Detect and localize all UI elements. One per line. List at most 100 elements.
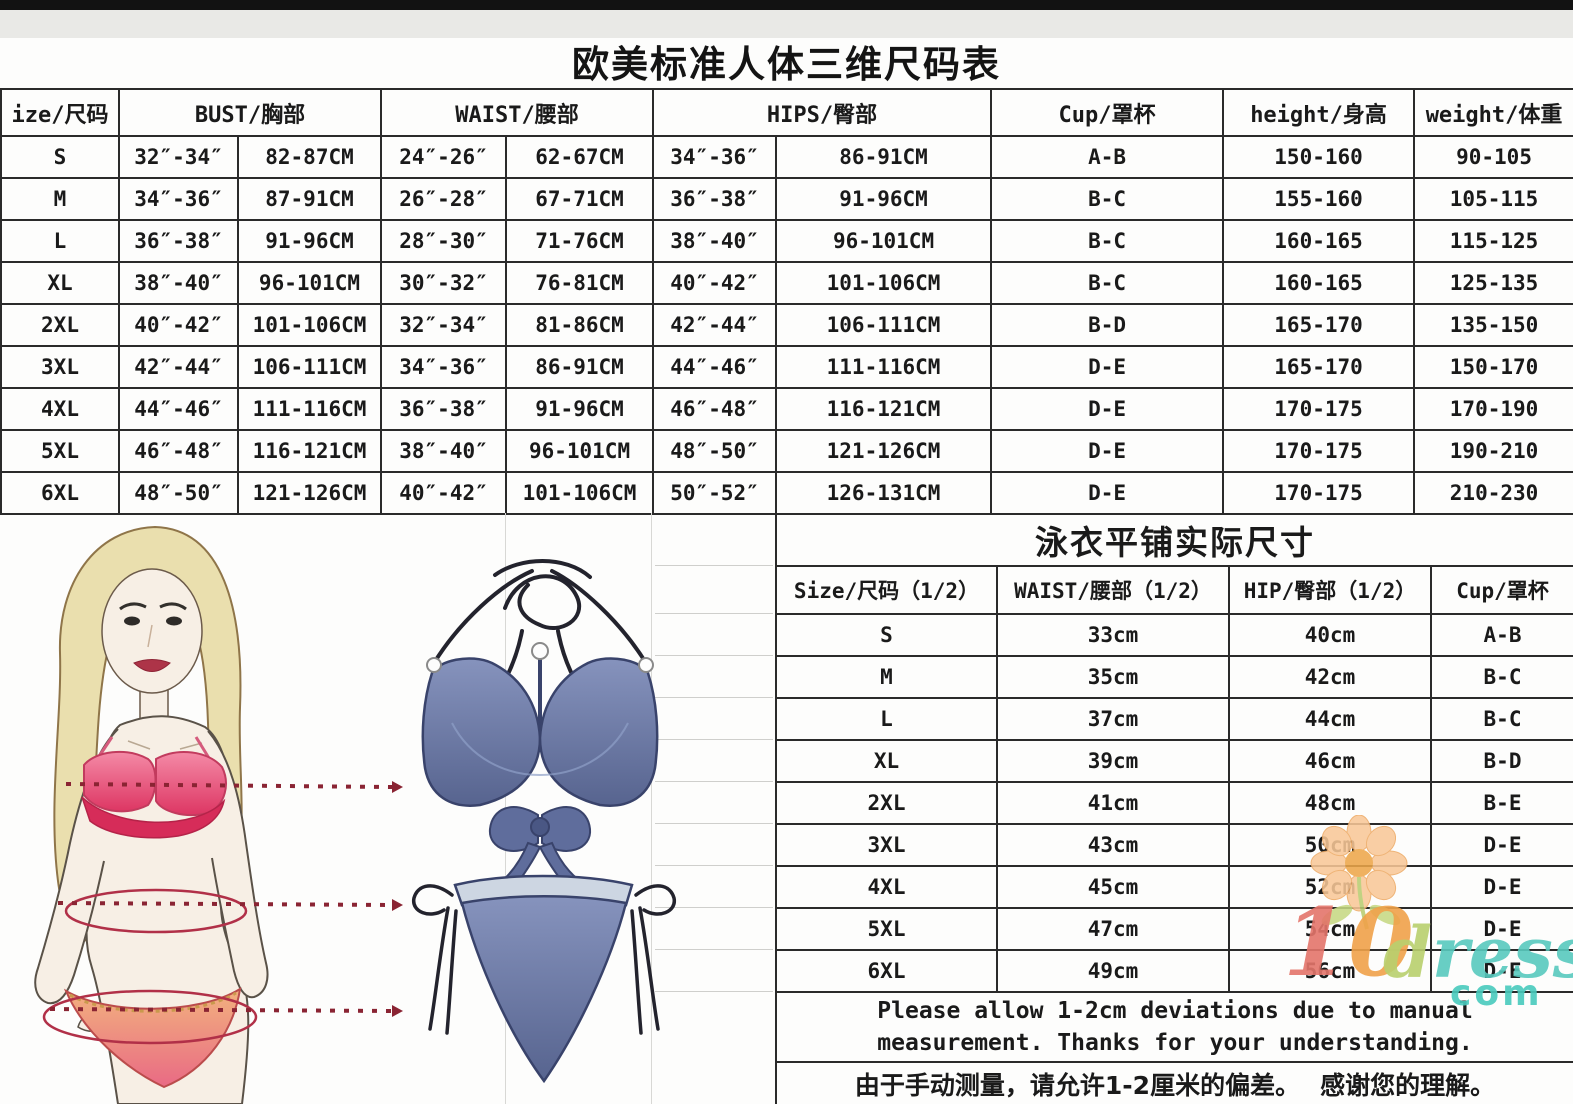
cell-size-label: 4XL <box>0 387 120 431</box>
gridline <box>655 655 773 656</box>
cell-hips-cm: 106-111CM <box>775 303 993 347</box>
flat-size-row: 3XL 43cm 50cm D-E <box>775 823 1573 867</box>
cell-cup: D-E <box>990 429 1225 473</box>
header-weight: weight/体重 <box>1413 88 1573 137</box>
size-row: M 34″-36″ 87-91CM 26″-28″ 67-71CM 36″-38… <box>0 177 1573 221</box>
cell-bust-cm: 82-87CM <box>236 135 383 179</box>
cell-waist-cm: 76-81CM <box>505 261 655 305</box>
cell-hip-half: 52cm <box>1228 865 1432 909</box>
cell-cup: B-C <box>990 219 1225 263</box>
cell-cup: D-E <box>1430 949 1573 993</box>
body-size-table: ize/尺码 BUST/胸部 WAIST/腰部 HIPS/臀部 Cup/罩杯 h… <box>0 88 1573 515</box>
page-title: 欧美标准人体三维尺码表 <box>572 43 1001 86</box>
cell-hips-cm: 101-106CM <box>775 261 993 305</box>
table-header-row: ize/尺码 BUST/胸部 WAIST/腰部 HIPS/臀部 Cup/罩杯 h… <box>0 88 1573 137</box>
cell-bust-inches: 42″-44″ <box>118 345 239 389</box>
size-row: XL 38″-40″ 96-101CM 30″-32″ 76-81CM 40″-… <box>0 261 1573 305</box>
pink-bikini-top <box>81 736 227 839</box>
cell-bust-inches: 48″-50″ <box>118 471 239 515</box>
note-row-zh: 由于手动测量，请允许1-2厘米的偏差。 感谢您的理解。 <box>775 1061 1573 1104</box>
note-en-line1: Please allow 1-2cm deviations due to man… <box>877 998 1473 1024</box>
size-row: L 36″-38″ 91-96CM 28″-30″ 71-76CM 38″-40… <box>0 219 1573 263</box>
cell-hips-inches: 34″-36″ <box>652 135 778 179</box>
flat-header-waist: WAIST/腰部（1/2） <box>996 565 1230 615</box>
cell-bust-cm: 121-126CM <box>236 471 383 515</box>
cell-size-label: XL <box>775 739 998 783</box>
hip-measure-line <box>42 989 403 1045</box>
flat-size-row: L 37cm 44cm B-C <box>775 697 1573 741</box>
cell-height: 170-175 <box>1222 429 1416 473</box>
flat-size-row: S 33cm 40cm A-B <box>775 613 1573 657</box>
cell-hips-cm: 86-91CM <box>775 135 993 179</box>
note-zh-part2: 感谢您的理解。 <box>1316 1066 1499 1104</box>
flat-header-cup: Cup/罩杯 <box>1430 565 1573 615</box>
cell-waist-cm: 71-76CM <box>505 219 655 263</box>
top-gray-strip <box>0 10 1573 38</box>
cell-size-label: L <box>775 697 998 741</box>
cell-size-label: 2XL <box>0 303 120 347</box>
cell-cup: D-E <box>1430 907 1573 951</box>
gridline <box>655 949 773 950</box>
cell-size-label: 5XL <box>0 429 120 473</box>
cell-waist-cm: 86-91CM <box>505 345 655 389</box>
cell-hips-inches: 40″-42″ <box>652 261 778 305</box>
cell-waist-inches: 40″-42″ <box>380 471 508 515</box>
cell-height: 170-175 <box>1222 387 1416 431</box>
cell-hips-inches: 46″-48″ <box>652 387 778 431</box>
cell-weight: 135-150 <box>1413 303 1573 347</box>
cell-hips-inches: 42″-44″ <box>652 303 778 347</box>
flat-table-header-row: Size/尺码（1/2） WAIST/腰部（1/2） HIP/臀部（1/2） C… <box>775 565 1573 615</box>
cell-bust-inches: 46″-48″ <box>118 429 239 473</box>
flat-size-row: 6XL 49cm 56cm D-E <box>775 949 1573 993</box>
note-row-en: Please allow 1-2cm deviations due to man… <box>775 991 1573 1063</box>
cell-size-label: S <box>0 135 120 179</box>
cell-bust-cm: 106-111CM <box>236 345 383 389</box>
cell-waist-cm: 81-86CM <box>505 303 655 347</box>
deviation-note-zh: 由于手动测量，请允许1-2厘米的偏差。 感谢您的理解。 <box>775 1061 1573 1104</box>
cell-waist-half: 37cm <box>996 697 1230 741</box>
gridline <box>655 865 773 866</box>
cell-cup: B-D <box>1430 739 1573 783</box>
note-zh-part1: 由于手动测量，请允许1-2厘米的偏差。 <box>851 1066 1304 1104</box>
cell-waist-half: 47cm <box>996 907 1230 951</box>
cell-size-label: 3XL <box>0 345 120 389</box>
cell-size-label: M <box>0 177 120 221</box>
size-table-body: S 32″-34″ 82-87CM 24″-26″ 62-67CM 34″-36… <box>0 135 1573 515</box>
header-height: height/身高 <box>1222 88 1416 137</box>
header-hips: HIPS/臀部 <box>652 88 993 137</box>
cell-waist-cm: 101-106CM <box>505 471 655 515</box>
cell-bust-inches: 38″-40″ <box>118 261 239 305</box>
cell-size-label: M <box>775 655 998 699</box>
cell-weight: 190-210 <box>1413 429 1573 473</box>
cell-cup: A-B <box>1430 613 1573 657</box>
cell-bust-cm: 87-91CM <box>236 177 383 221</box>
cell-cup: B-C <box>1430 655 1573 699</box>
flat-size-row: 5XL 47cm 54cm D-E <box>775 907 1573 951</box>
cell-hip-half: 46cm <box>1228 739 1432 783</box>
cell-height: 155-160 <box>1222 177 1416 221</box>
cell-hips-cm: 126-131CM <box>775 471 993 515</box>
cell-height: 150-160 <box>1222 135 1416 179</box>
waist-measure-line <box>57 888 403 934</box>
cell-waist-half: 43cm <box>996 823 1230 867</box>
cell-size-label: 5XL <box>775 907 998 951</box>
cell-cup: B-D <box>990 303 1225 347</box>
cell-size-label: 6XL <box>775 949 998 993</box>
cell-bust-inches: 44″-46″ <box>118 387 239 431</box>
flat-size-row: 4XL 45cm 52cm D-E <box>775 865 1573 909</box>
flat-size-row: M 35cm 42cm B-C <box>775 655 1573 699</box>
cell-waist-inches: 32″-34″ <box>380 303 508 347</box>
cell-hip-half: 48cm <box>1228 781 1432 825</box>
cell-waist-cm: 96-101CM <box>505 429 655 473</box>
gridline <box>655 823 773 824</box>
cell-waist-cm: 67-71CM <box>505 177 655 221</box>
cell-height: 170-175 <box>1222 471 1416 515</box>
cell-waist-half: 35cm <box>996 655 1230 699</box>
flat-header-hip: HIP/臀部（1/2） <box>1228 565 1432 615</box>
cell-weight: 90-105 <box>1413 135 1573 179</box>
flat-table-body: S 33cm 40cm A-B M 35cm 42cm B-C L 37cm 4… <box>775 613 1573 993</box>
cell-hips-inches: 50″-52″ <box>652 471 778 515</box>
cell-weight: 105-115 <box>1413 177 1573 221</box>
cell-weight: 125-135 <box>1413 261 1573 305</box>
